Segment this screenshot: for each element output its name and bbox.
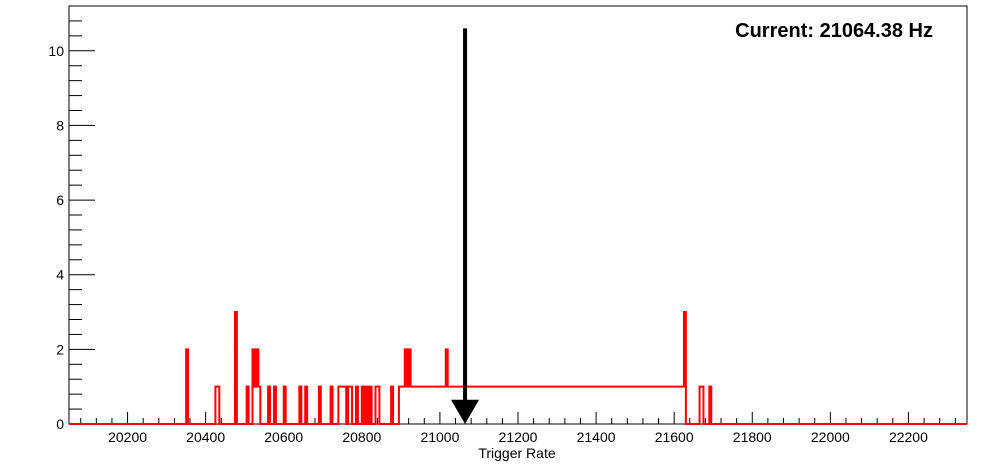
y-tick-label: 2 <box>56 341 64 357</box>
x-tick-label: 21200 <box>499 429 538 445</box>
x-tick-label: 20600 <box>264 429 303 445</box>
x-tick-label: 21000 <box>420 429 459 445</box>
y-axis-ticks: 0 2 4 6 8 10 <box>48 43 95 432</box>
y-minor-ticks <box>69 20 82 410</box>
x-tick-label: 20400 <box>186 429 225 445</box>
x-tick-label: 21800 <box>733 429 772 445</box>
x-axis-ticks: 20200 20400 20600 20800 21000 21200 21400 21600… <box>108 412 928 445</box>
histogram-series <box>69 311 967 425</box>
current-rate-annotation: Current: 21064.38 Hz <box>735 20 933 42</box>
x-tick-label: 20800 <box>342 429 381 445</box>
marker-arrow-head <box>451 399 480 424</box>
y-tick-label: 0 <box>56 416 64 432</box>
x-tick-label: 22000 <box>811 429 850 445</box>
x-axis-title: Trigger Rate <box>478 445 556 461</box>
x-tick-label: 22200 <box>889 429 928 445</box>
x-tick-label: 20200 <box>108 429 147 445</box>
x-tick-label: 21400 <box>577 429 616 445</box>
y-tick-label: 6 <box>56 192 64 208</box>
current-rate-marker <box>451 28 480 424</box>
y-tick-label: 8 <box>56 117 64 133</box>
y-tick-label: 10 <box>48 43 64 59</box>
x-tick-label: 21600 <box>655 429 694 445</box>
y-tick-label: 4 <box>56 267 64 283</box>
plot-frame <box>68 5 968 425</box>
